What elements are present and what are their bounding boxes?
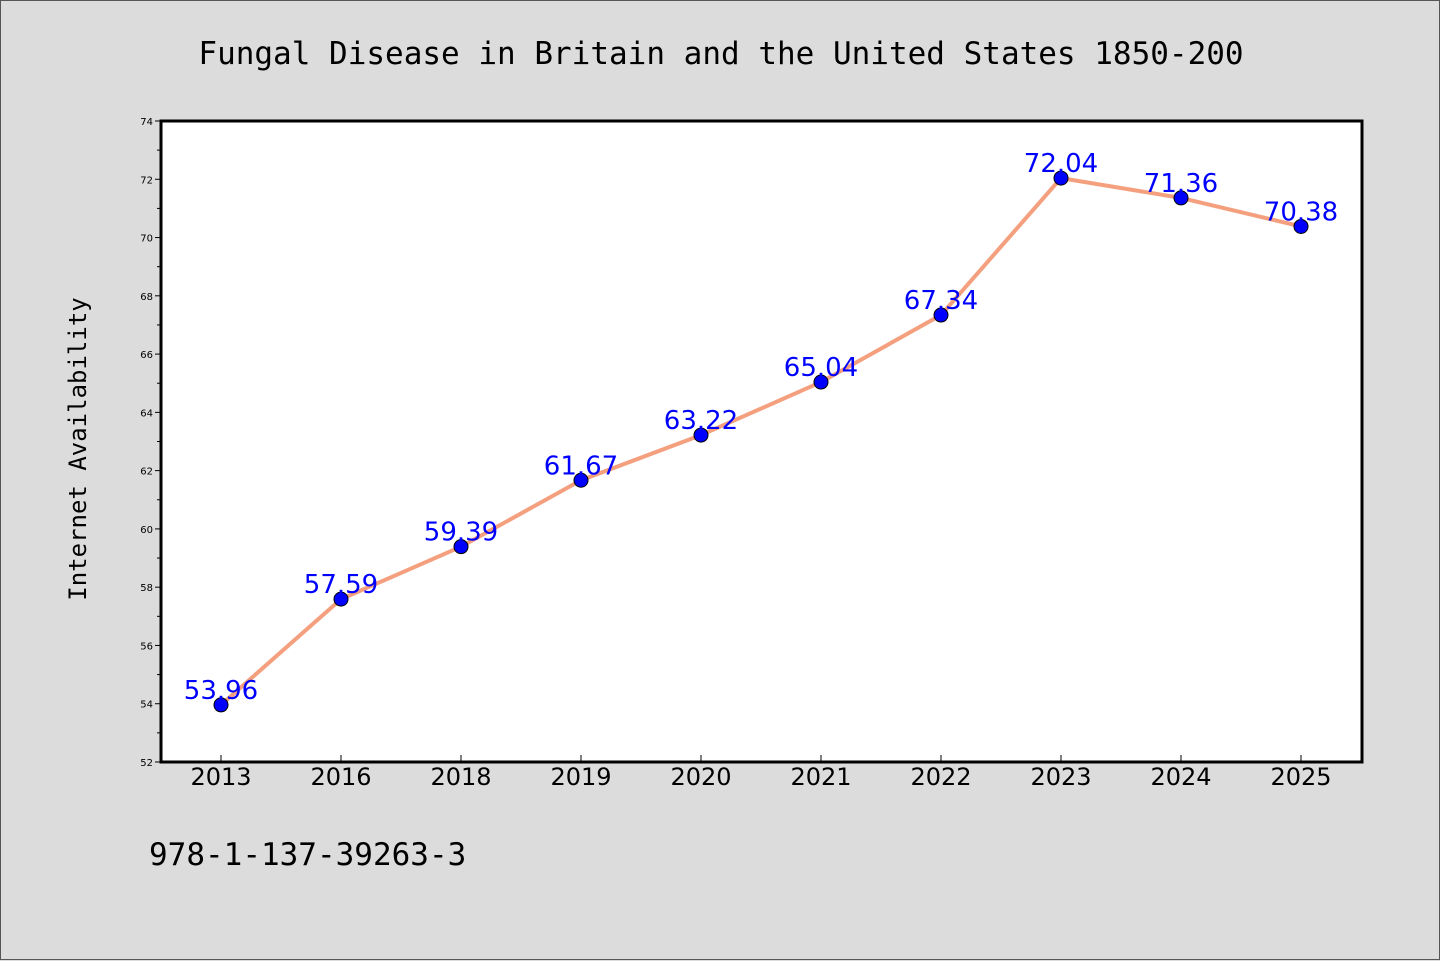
data-label-layer: 53.96 57.59 59.39 61.67 63.22 65.04 67.34 72.04… <box>184 149 1338 706</box>
plot-border <box>159 119 1364 764</box>
y-tick-label: 60 <box>140 525 153 536</box>
y-tick-label: 62 <box>140 467 153 478</box>
y-tick-label: 68 <box>140 292 153 303</box>
y-tick-label: 56 <box>140 641 153 652</box>
x-tick-label: 2024 <box>1150 763 1211 791</box>
data-point-label: 65.04 <box>784 353 858 383</box>
data-point-label: 59.39 <box>424 518 498 548</box>
data-point-marker <box>693 427 709 443</box>
y-tick-label: 70 <box>140 234 153 245</box>
isbn-footer-text: 978-1-137-39263-3 <box>149 837 466 873</box>
data-point-marker <box>1173 190 1189 206</box>
y-tick-label: 74 <box>140 117 153 128</box>
chart-title: Fungal Disease in Britain and the United… <box>198 36 1243 72</box>
y-tick-label: 66 <box>140 350 153 361</box>
y-tick-label: 58 <box>140 583 153 594</box>
data-point-marker <box>1293 218 1309 234</box>
data-point-label: 57.59 <box>304 570 378 600</box>
series-line-layer <box>219 176 1303 707</box>
data-point-marker <box>813 374 829 390</box>
x-tick-label: 2018 <box>430 763 491 791</box>
plot-area <box>161 121 1362 762</box>
series-line <box>219 176 1303 707</box>
data-point-label: 53.96 <box>184 676 258 706</box>
y-tick-label: 52 <box>140 758 153 769</box>
x-axis: 2013 2016 2018 2019 2020 2021 2022 2023 2024 2025 <box>190 755 1332 791</box>
data-point-marker <box>213 697 229 713</box>
data-point-marker <box>453 539 469 555</box>
y-axis-label: Internet Availability <box>64 297 92 600</box>
x-tick-label: 2019 <box>550 763 611 791</box>
y-axis: 52 54 56 58 60 62 64 66 68 70 72 74 <box>140 117 161 769</box>
data-point-label: 71.36 <box>1144 169 1218 199</box>
marker-layer <box>213 170 1309 713</box>
data-point-label: 63.22 <box>664 406 738 436</box>
data-point-label: 61.67 <box>544 451 618 481</box>
x-tick-label: 2020 <box>670 763 731 791</box>
x-tick-label: 2023 <box>1030 763 1091 791</box>
data-point-label: 67.34 <box>904 286 978 316</box>
y-tick-label: 54 <box>140 700 153 711</box>
data-point-label: 70.38 <box>1264 197 1338 227</box>
x-tick-label: 2025 <box>1270 763 1331 791</box>
data-point-marker <box>333 591 349 607</box>
x-tick-label: 2021 <box>790 763 851 791</box>
data-point-marker <box>573 472 589 488</box>
y-tick-label: 64 <box>140 408 153 419</box>
y-tick-label: 72 <box>140 175 153 186</box>
data-point-marker <box>1053 170 1069 186</box>
x-tick-label: 2022 <box>910 763 971 791</box>
x-tick-label: 2013 <box>190 763 251 791</box>
data-point-label: 72.04 <box>1024 149 1098 179</box>
x-tick-label: 2016 <box>310 763 371 791</box>
data-point-marker <box>933 307 949 323</box>
